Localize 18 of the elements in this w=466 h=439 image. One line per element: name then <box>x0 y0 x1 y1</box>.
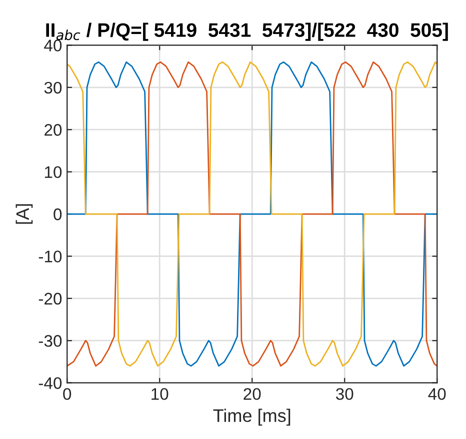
y-tick-label: 40 <box>44 40 62 52</box>
y-tick-label: -20 <box>38 292 62 305</box>
y-tick-label: -30 <box>38 335 62 347</box>
y-tick-label: 10 <box>44 166 62 178</box>
line-series <box>67 61 438 367</box>
y-tick-label: 0 <box>54 208 62 220</box>
x-tick-label: 20 <box>244 388 261 400</box>
y-tick-label: -10 <box>38 250 62 262</box>
x-tick-label: 0 <box>63 388 72 400</box>
y-tick-label: 20 <box>44 124 62 136</box>
x-tick-label: 40 <box>428 388 446 400</box>
x-axis-title: Time [ms] <box>213 408 290 426</box>
y-tick-label: -40 <box>38 377 62 390</box>
chart-title: II$_{abc}$ / P/Q=[ 5419 5431 5473]/[522 430 505] <box>46 22 448 41</box>
y-axis-title: [A] <box>16 204 33 224</box>
x-tick-label: 10 <box>152 388 168 400</box>
y-tick-label: 30 <box>44 82 62 94</box>
x-tick-label: 30 <box>336 388 354 400</box>
